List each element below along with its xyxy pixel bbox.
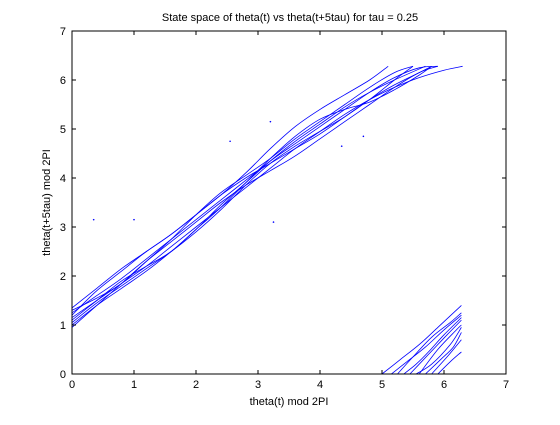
x-tick-label: 6 bbox=[441, 379, 447, 391]
y-tick-label: 5 bbox=[60, 124, 66, 136]
x-tick-label: 0 bbox=[69, 379, 75, 391]
trajectory-line-15 bbox=[415, 327, 462, 374]
trajectory-line-19 bbox=[437, 351, 462, 374]
y-tick-label: 4 bbox=[60, 173, 66, 185]
x-axis-label: theta(t) mod 2PI bbox=[250, 396, 329, 408]
y-axis-label: theta(t+5tau) mod 2PI bbox=[41, 149, 53, 256]
plot-area bbox=[72, 65, 463, 374]
y-tick-label: 6 bbox=[60, 75, 66, 87]
trajectory-line-10 bbox=[381, 305, 462, 374]
trajectory-line-12 bbox=[397, 312, 462, 374]
x-tick-label: 3 bbox=[255, 379, 261, 391]
trajectory-line-2 bbox=[72, 65, 432, 321]
trajectory-line-1 bbox=[72, 65, 438, 314]
trajectory-line-9 bbox=[72, 65, 426, 326]
x-tick-label: 2 bbox=[193, 379, 199, 391]
scatter-point-1 bbox=[92, 218, 95, 221]
chart-title: State space of theta(t) vs theta(t+5tau)… bbox=[162, 12, 418, 24]
trajectory-line-17 bbox=[425, 332, 462, 374]
trajectory-line-18 bbox=[431, 339, 462, 374]
x-axis: 0 1 2 3 4 5 6 7 bbox=[69, 31, 509, 391]
y-tick-label: 7 bbox=[60, 26, 66, 38]
scatter-point-3 bbox=[229, 140, 231, 143]
scatter-point-7 bbox=[362, 135, 365, 138]
trajectory-line-6 bbox=[72, 65, 463, 318]
y-tick-label: 3 bbox=[60, 222, 66, 234]
trajectory-line-8 bbox=[72, 65, 432, 309]
x-tick-label: 4 bbox=[317, 379, 323, 391]
y-tick-label: 1 bbox=[60, 320, 66, 332]
scatter-point-2 bbox=[133, 218, 135, 221]
trajectory-line-11 bbox=[391, 314, 462, 374]
x-tick-label: 5 bbox=[379, 379, 385, 391]
x-tick-label: 1 bbox=[131, 379, 137, 391]
trajectory-line-3 bbox=[72, 65, 414, 311]
x-tick-label: 7 bbox=[503, 379, 509, 391]
trajectory-line-14 bbox=[409, 319, 462, 374]
y-tick-label: 2 bbox=[60, 271, 66, 283]
scatter-point-6 bbox=[340, 145, 343, 147]
trajectory-line-4 bbox=[72, 65, 438, 328]
trajectory-line-5 bbox=[72, 65, 389, 316]
scatter-point-5 bbox=[272, 221, 275, 223]
y-tick-label: 0 bbox=[60, 369, 66, 381]
axes-frame bbox=[71, 30, 507, 375]
scatter-point-4 bbox=[269, 120, 272, 123]
trajectory-line-16 bbox=[418, 324, 462, 374]
y-axis: 0 1 2 3 4 5 6 7 bbox=[60, 26, 506, 381]
trajectory-line-13 bbox=[403, 317, 462, 374]
